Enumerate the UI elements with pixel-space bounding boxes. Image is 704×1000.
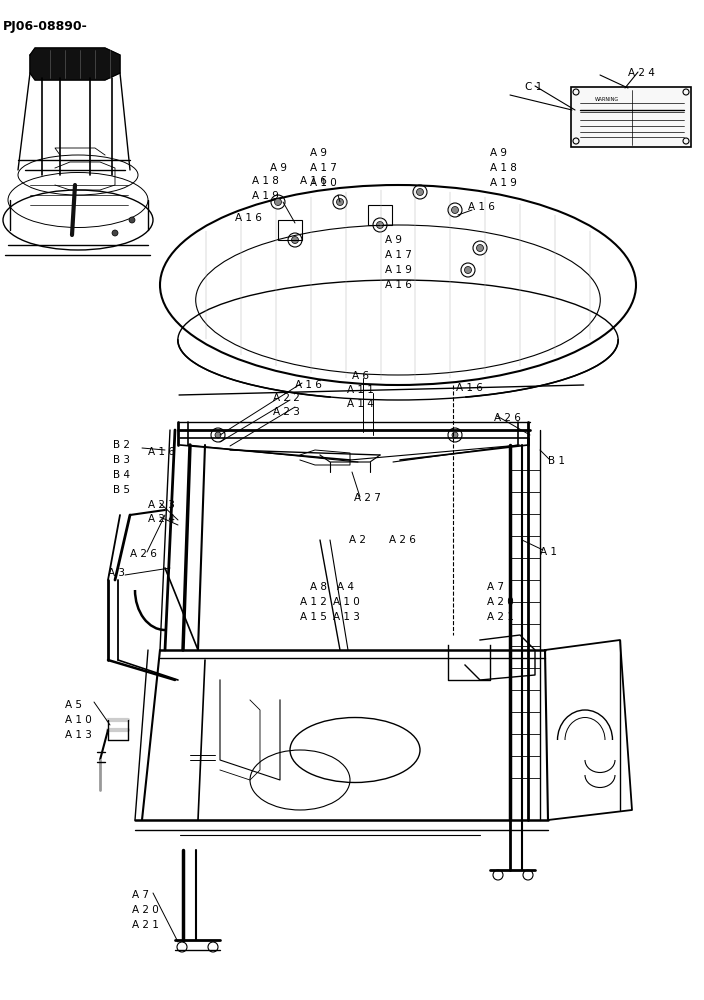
- Bar: [368, 205, 392, 225]
- Text: A 1 6: A 1 6: [235, 213, 262, 223]
- Text: B 3: B 3: [113, 455, 130, 465]
- Text: A 7: A 7: [487, 582, 504, 592]
- Circle shape: [417, 188, 424, 196]
- Circle shape: [337, 198, 344, 206]
- Text: B 2: B 2: [113, 440, 130, 450]
- Text: A 1 6: A 1 6: [295, 380, 322, 390]
- Text: A 1 3: A 1 3: [333, 612, 360, 622]
- Text: A 1 6: A 1 6: [300, 176, 327, 186]
- Polygon shape: [30, 48, 120, 80]
- Text: C 1: C 1: [525, 82, 542, 92]
- Text: A 1 6: A 1 6: [456, 383, 483, 393]
- Text: A 1 2: A 1 2: [300, 597, 327, 607]
- Text: A 2 0: A 2 0: [487, 597, 514, 607]
- Text: A 5: A 5: [65, 700, 82, 710]
- Text: A 2 7: A 2 7: [354, 493, 381, 503]
- Text: A 1 0: A 1 0: [310, 178, 337, 188]
- Text: A 1 3: A 1 3: [65, 730, 92, 740]
- Circle shape: [377, 222, 384, 229]
- Text: A 2: A 2: [349, 535, 366, 545]
- Circle shape: [465, 266, 472, 273]
- Text: A 2 4: A 2 4: [148, 514, 175, 524]
- Text: A 2 2: A 2 2: [273, 393, 300, 403]
- Text: A 4: A 4: [337, 582, 354, 592]
- Circle shape: [275, 198, 282, 206]
- Text: A 8: A 8: [310, 582, 327, 592]
- Text: A 2 1: A 2 1: [132, 920, 159, 930]
- Text: A 2 0: A 2 0: [132, 905, 158, 915]
- Text: PJ06-08890-: PJ06-08890-: [3, 20, 88, 33]
- Text: A 1 4: A 1 4: [347, 399, 374, 409]
- Text: A 2 4: A 2 4: [628, 68, 655, 78]
- Text: B 4: B 4: [113, 470, 130, 480]
- Circle shape: [291, 236, 298, 243]
- Text: WARNING: WARNING: [595, 97, 619, 102]
- Text: B 5: B 5: [113, 485, 130, 495]
- Circle shape: [451, 207, 458, 214]
- Circle shape: [215, 432, 221, 438]
- Text: A 2 6: A 2 6: [130, 549, 157, 559]
- Text: A 6: A 6: [352, 371, 369, 381]
- Text: A 1 0: A 1 0: [333, 597, 360, 607]
- Text: A 7: A 7: [132, 890, 149, 900]
- Text: A 1 7: A 1 7: [310, 163, 337, 173]
- Text: A 2 3: A 2 3: [273, 407, 300, 417]
- Text: A 1 0: A 1 0: [65, 715, 92, 725]
- Text: A 9: A 9: [385, 235, 402, 245]
- Text: A 1 9: A 1 9: [490, 178, 517, 188]
- Text: A 1 8: A 1 8: [252, 176, 279, 186]
- Circle shape: [477, 244, 484, 251]
- Text: A 1 9: A 1 9: [252, 191, 279, 201]
- Text: A 1: A 1: [540, 547, 557, 557]
- Text: B 1: B 1: [548, 456, 565, 466]
- Circle shape: [452, 432, 458, 438]
- Bar: [278, 220, 302, 240]
- Text: A 2 1: A 2 1: [487, 612, 514, 622]
- Text: A 1 6: A 1 6: [468, 202, 495, 212]
- Text: A 1 1: A 1 1: [347, 385, 374, 395]
- Text: A 1 7: A 1 7: [385, 250, 412, 260]
- Text: A 1 6: A 1 6: [148, 447, 175, 457]
- Text: A 9: A 9: [310, 148, 327, 158]
- Text: A 3: A 3: [108, 568, 125, 578]
- Text: A 9: A 9: [490, 148, 507, 158]
- Text: A 1 8: A 1 8: [490, 163, 517, 173]
- Text: A 2 3: A 2 3: [148, 500, 175, 510]
- FancyBboxPatch shape: [571, 87, 691, 147]
- Text: A 2 6: A 2 6: [494, 413, 521, 423]
- Text: A 1 9: A 1 9: [385, 265, 412, 275]
- Text: A 2 6: A 2 6: [389, 535, 416, 545]
- Circle shape: [112, 230, 118, 236]
- Circle shape: [129, 217, 135, 223]
- Text: A 1 6: A 1 6: [385, 280, 412, 290]
- Text: A 1 5: A 1 5: [300, 612, 327, 622]
- Text: A 9: A 9: [270, 163, 287, 173]
